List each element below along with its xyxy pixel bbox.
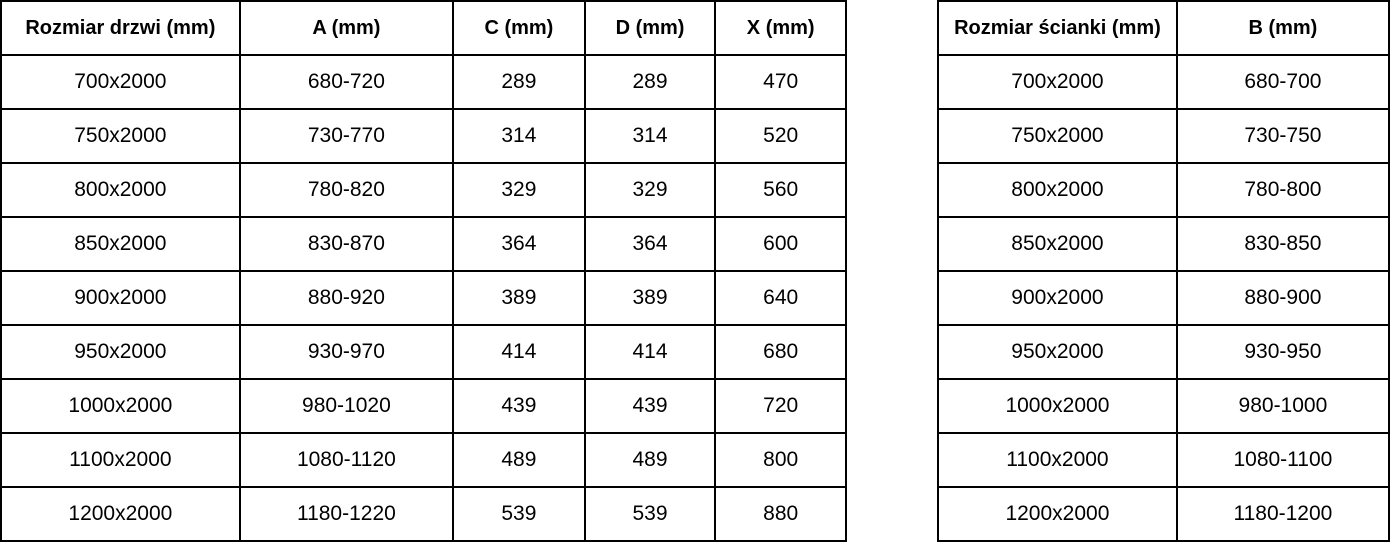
wall-table-header: Rozmiar ścianki (mm) B (mm): [937, 0, 1390, 56]
table-cell: 1080-1120: [238, 432, 455, 488]
table-cell: 680-720: [238, 54, 455, 110]
table-cell: 289: [452, 54, 586, 110]
table-cell: 950x2000: [937, 324, 1178, 380]
table-cell: 414: [452, 324, 586, 380]
table-row: 1200x2000 1180-1200: [937, 486, 1390, 542]
table-cell: 950x2000: [0, 324, 241, 380]
column-header: X (mm): [714, 0, 848, 56]
table-cell: 750x2000: [937, 108, 1178, 164]
table-cell: 800x2000: [0, 162, 241, 218]
table-row: 1200x2000 1180-1220 539 539 880: [0, 486, 848, 542]
table-cell: 680: [714, 324, 848, 380]
door-table-body: 700x2000 680-720 289 289 470 750x2000 730-770 3…: [0, 54, 848, 542]
table-cell: 314: [583, 108, 717, 164]
table-cell: 439: [583, 378, 717, 434]
table-cell: 539: [583, 486, 717, 542]
table-row: 700x2000 680-700: [937, 54, 1390, 110]
table-cell: 489: [452, 432, 586, 488]
table-cell: 1000x2000: [0, 378, 241, 434]
table-cell: 414: [583, 324, 717, 380]
table-cell: 640: [714, 270, 848, 326]
table-cell: 730-750: [1175, 108, 1390, 164]
table-cell: 539: [452, 486, 586, 542]
table-row: 950x2000 930-970 414 414 680: [0, 324, 848, 380]
header-row: Rozmiar drzwi (mm) A (mm) C (mm) D (mm) X (m…: [0, 0, 848, 56]
table-cell: 364: [452, 216, 586, 272]
table-cell: 700x2000: [0, 54, 241, 110]
table-cell: 900x2000: [937, 270, 1178, 326]
table-cell: 880-920: [238, 270, 455, 326]
column-header: B (mm): [1175, 0, 1390, 56]
column-header: Rozmiar drzwi (mm): [0, 0, 241, 56]
table-cell: 364: [583, 216, 717, 272]
table-cell: 1180-1220: [238, 486, 455, 542]
table-row: 1000x2000 980-1000: [937, 378, 1390, 434]
table-cell: 520: [714, 108, 848, 164]
table-row: 800x2000 780-800: [937, 162, 1390, 218]
table-row: 900x2000 880-900: [937, 270, 1390, 326]
table-cell: 700x2000: [937, 54, 1178, 110]
door-table-header: Rozmiar drzwi (mm) A (mm) C (mm) D (mm) X (m…: [0, 0, 848, 56]
table-row: 950x2000 930-950: [937, 324, 1390, 380]
table-cell: 800: [714, 432, 848, 488]
table-row: 750x2000 730-750: [937, 108, 1390, 164]
table-row: 700x2000 680-720 289 289 470: [0, 54, 848, 110]
door-size-table: Rozmiar drzwi (mm) A (mm) C (mm) D (mm) X (m…: [0, 0, 848, 542]
column-header: D (mm): [583, 0, 717, 56]
table-cell: 314: [452, 108, 586, 164]
table-cell: 750x2000: [0, 108, 241, 164]
table-row: 1000x2000 980-1020 439 439 720: [0, 378, 848, 434]
table-row: 1100x2000 1080-1100: [937, 432, 1390, 488]
table-cell: 1200x2000: [0, 486, 241, 542]
table-cell: 1100x2000: [0, 432, 241, 488]
table-cell: 780-800: [1175, 162, 1390, 218]
table-cell: 470: [714, 54, 848, 110]
column-header: Rozmiar ścianki (mm): [937, 0, 1178, 56]
table-cell: 560: [714, 162, 848, 218]
table-cell: 850x2000: [0, 216, 241, 272]
table-cell: 800x2000: [937, 162, 1178, 218]
table-cell: 880-900: [1175, 270, 1390, 326]
table-cell: 1200x2000: [937, 486, 1178, 542]
table-row: 850x2000 830-850: [937, 216, 1390, 272]
column-header: C (mm): [452, 0, 586, 56]
table-cell: 600: [714, 216, 848, 272]
table-cell: 900x2000: [0, 270, 241, 326]
table-cell: 1100x2000: [937, 432, 1178, 488]
table-cell: 880: [714, 486, 848, 542]
table-row: 800x2000 780-820 329 329 560: [0, 162, 848, 218]
table-cell: 1080-1100: [1175, 432, 1390, 488]
table-cell: 329: [583, 162, 717, 218]
wall-panel-size-table: Rozmiar ścianki (mm) B (mm) 700x2000 680-7…: [937, 0, 1390, 542]
table-cell: 730-770: [238, 108, 455, 164]
table-cell: 389: [452, 270, 586, 326]
table-row: 750x2000 730-770 314 314 520: [0, 108, 848, 164]
table-cell: 830-870: [238, 216, 455, 272]
table-cell: 439: [452, 378, 586, 434]
table-cell: 680-700: [1175, 54, 1390, 110]
table-row: 850x2000 830-870 364 364 600: [0, 216, 848, 272]
table-cell: 980-1020: [238, 378, 455, 434]
table-cell: 489: [583, 432, 717, 488]
table-cell: 930-950: [1175, 324, 1390, 380]
table-cell: 389: [583, 270, 717, 326]
column-header: A (mm): [238, 0, 455, 56]
table-cell: 850x2000: [937, 216, 1178, 272]
table-cell: 830-850: [1175, 216, 1390, 272]
wall-table-body: 700x2000 680-700 750x2000 730-750 800x2000 78…: [937, 54, 1390, 542]
table-cell: 980-1000: [1175, 378, 1390, 434]
table-row: 1100x2000 1080-1120 489 489 800: [0, 432, 848, 488]
table-cell: 930-970: [238, 324, 455, 380]
table-cell: 289: [583, 54, 717, 110]
table-row: 900x2000 880-920 389 389 640: [0, 270, 848, 326]
table-cell: 720: [714, 378, 848, 434]
table-cell: 1000x2000: [937, 378, 1178, 434]
table-cell: 1180-1200: [1175, 486, 1390, 542]
table-cell: 780-820: [238, 162, 455, 218]
header-row: Rozmiar ścianki (mm) B (mm): [937, 0, 1390, 56]
table-cell: 329: [452, 162, 586, 218]
